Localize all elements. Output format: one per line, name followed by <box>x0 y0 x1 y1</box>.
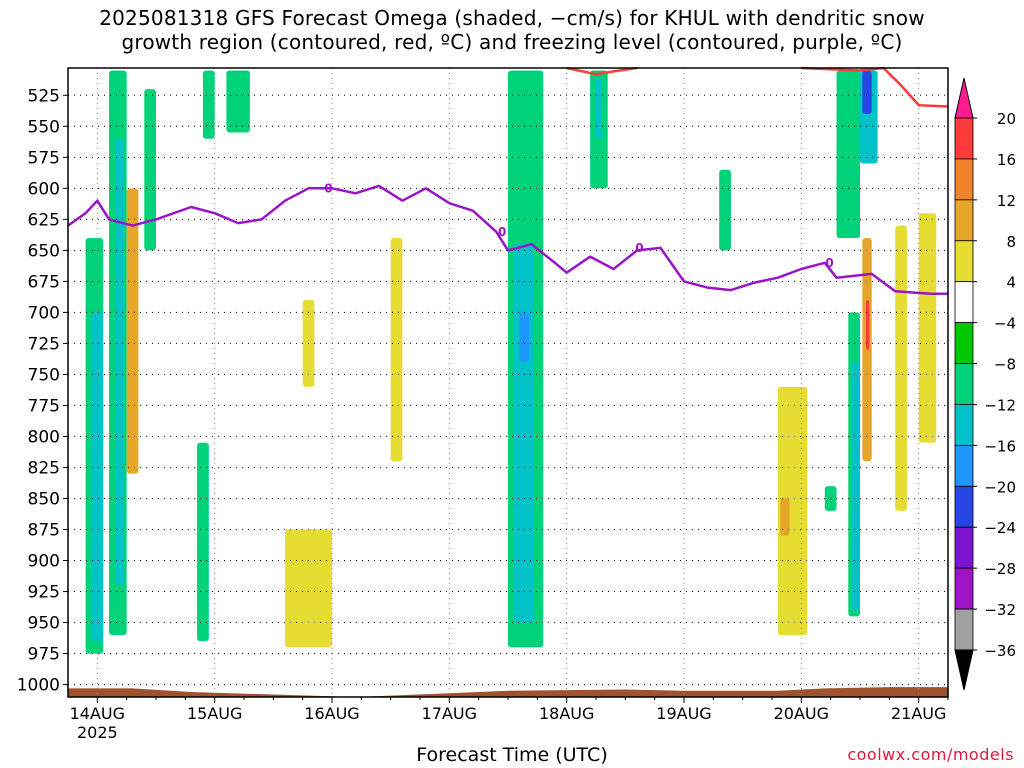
colorbar-segment-9 <box>954 485 974 528</box>
chart-title: 2025081318 GFS Forecast Omega (shaded, −… <box>0 6 1024 54</box>
y-tick-label-700: 700 <box>28 303 60 323</box>
y-tick-label-725: 725 <box>28 334 60 354</box>
colorbar-top-arrow <box>954 77 974 119</box>
omega-region-6 <box>197 442 209 642</box>
dgz-contour-line <box>566 66 638 76</box>
colorbar-segment-3 <box>954 240 974 283</box>
omega-region-19 <box>780 498 790 536</box>
y-tick-label-850: 850 <box>28 489 60 509</box>
colorbar-segment-12 <box>954 608 974 651</box>
y-tick-label-925: 925 <box>28 583 60 603</box>
colorbar-label-8: −16 <box>984 437 1016 455</box>
dgz-contour-line-2 <box>801 66 949 108</box>
chart-title-line1: 2025081318 GFS Forecast Omega (shaded, −… <box>99 6 925 30</box>
x-tick-label-21: 21AUG <box>891 704 946 723</box>
y-tick-label-950: 950 <box>28 614 60 634</box>
colorbar-label-6: −8 <box>994 356 1016 374</box>
freezing-level-label-0: 0 <box>324 181 332 195</box>
omega-region-23 <box>851 362 860 611</box>
y-tick-label-575: 575 <box>28 148 60 168</box>
colorbar-label-11: −28 <box>984 560 1016 578</box>
y-tick-label-800: 800 <box>28 427 60 447</box>
x-axis-label: Forecast Time (UTC) <box>416 744 608 766</box>
omega-region-25 <box>862 70 872 114</box>
omega-region-16 <box>596 76 602 139</box>
colorbar-segment-1 <box>954 158 974 201</box>
y-tick-label-525: 525 <box>28 86 60 106</box>
omega-region-9 <box>285 529 332 648</box>
colorbar-label-10: −24 <box>984 519 1016 537</box>
omega-region-27 <box>865 299 870 350</box>
colorbar-label-3: 8 <box>1006 233 1016 251</box>
x-tick-label-14: 14AUG <box>70 704 125 723</box>
colorbar-label-13: −36 <box>984 642 1016 660</box>
y-tick-label-750: 750 <box>28 365 60 385</box>
x-tick-sublabel-14: 2025 <box>77 723 118 742</box>
omega-region-29 <box>918 213 937 443</box>
y-tick-label-675: 675 <box>28 272 60 292</box>
terrain-ground <box>68 687 948 697</box>
freezing-level-line <box>67 184 948 296</box>
freezing-level-label-1: 0 <box>498 225 506 239</box>
colorbar-label-7: −12 <box>984 396 1016 414</box>
y-tick-label-625: 625 <box>28 210 60 230</box>
omega-region-26 <box>862 237 872 462</box>
omega-region-13 <box>513 244 534 623</box>
colorbar-segment-5 <box>954 322 974 364</box>
y-tick-label-550: 550 <box>28 117 60 137</box>
omega-region-18 <box>777 386 808 635</box>
omega-region-21 <box>836 70 860 238</box>
source-credit: coolwx.com/models <box>847 745 1014 764</box>
colorbar-label-12: −32 <box>984 601 1016 619</box>
x-tick-label-17: 17AUG <box>422 704 477 723</box>
y-tick-label-825: 825 <box>28 458 60 478</box>
omega-region-17 <box>719 169 731 251</box>
colorbar-segment-11 <box>954 567 974 610</box>
x-tick-label-16: 16AUG <box>304 704 359 723</box>
omega-region-28 <box>895 225 907 511</box>
omega-region-3 <box>114 138 124 586</box>
chart-title-line2: growth region (contoured, red, ºC) and f… <box>121 30 903 54</box>
y-tick-label-650: 650 <box>28 241 60 261</box>
y-tick-label-900: 900 <box>28 552 60 572</box>
omega-region-7 <box>202 70 215 139</box>
colorbar-label-9: −20 <box>984 478 1016 496</box>
colorbar-segment-7 <box>954 404 974 446</box>
omega-region-4 <box>126 188 139 474</box>
colorbar-label-0: 20 <box>997 110 1016 128</box>
omega-region-8 <box>226 70 250 133</box>
colorbar-label-1: 16 <box>997 151 1016 169</box>
colorbar-segment-8 <box>954 444 974 487</box>
x-tick-label-19: 19AUG <box>656 704 711 723</box>
x-tick-label-18: 18AUG <box>539 704 594 723</box>
y-tick-label-1000: 1000 <box>17 676 60 696</box>
x-tick-label-15: 15AUG <box>187 704 242 723</box>
colorbar-segment-6 <box>954 363 974 405</box>
y-tick-label-875: 875 <box>28 521 60 541</box>
freezing-level-label-3: 0 <box>825 256 833 270</box>
colorbar-segment-10 <box>954 526 974 569</box>
colorbar-label-4: 4 <box>1006 274 1016 292</box>
y-tick-label-600: 600 <box>28 179 60 199</box>
omega-region-14 <box>519 312 530 363</box>
colorbar-segment-4 <box>954 281 974 324</box>
omega-region-5 <box>144 89 156 251</box>
y-tick-label-975: 975 <box>28 645 60 665</box>
y-tick-label-775: 775 <box>28 396 60 416</box>
omega-region-11 <box>390 237 403 462</box>
omega-region-1 <box>91 312 104 642</box>
plot-border <box>67 67 949 698</box>
colorbar-label-2: 12 <box>997 192 1016 210</box>
freezing-level-label-2: 0 <box>635 241 643 255</box>
colorbar-segment-2 <box>954 199 974 242</box>
colorbar-label-5: −4 <box>994 315 1016 333</box>
colorbar-segment-0 <box>954 117 974 160</box>
colorbar-bottom-arrow <box>954 649 974 691</box>
x-tick-label-20: 20AUG <box>774 704 829 723</box>
